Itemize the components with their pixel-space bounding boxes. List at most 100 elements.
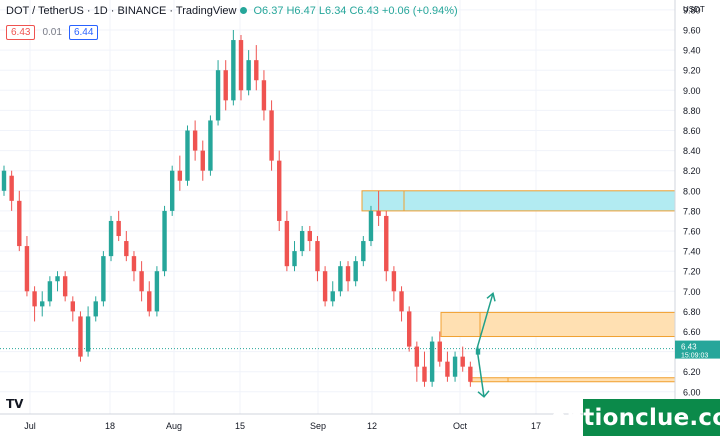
candle-body — [116, 220, 121, 237]
price-tick-label: 9.00 — [683, 86, 701, 96]
candle-body — [422, 366, 427, 382]
price-tick-label: 6.20 — [683, 367, 701, 377]
price-tick-label: 8.00 — [683, 186, 701, 196]
candle-body — [139, 271, 144, 292]
support-zone — [469, 377, 676, 383]
spread-value: 0.01 — [42, 26, 62, 38]
candle-body — [384, 215, 389, 272]
candle-body — [376, 210, 381, 216]
price-tick-label: 7.40 — [683, 247, 701, 257]
candle-body — [1, 170, 7, 191]
candle-body — [78, 316, 83, 357]
candle-body — [277, 160, 282, 221]
candle-body — [330, 291, 335, 302]
time-tick-label: Oct — [453, 421, 468, 431]
price-tick-label: 9.60 — [683, 26, 701, 36]
candle-body — [238, 40, 244, 91]
candle-body — [192, 130, 198, 151]
down-arrow-line — [476, 348, 485, 397]
buy-price-button[interactable]: 6.44 — [68, 24, 99, 40]
candle-body — [17, 200, 22, 247]
candle-body — [169, 170, 175, 211]
candle-body — [124, 241, 129, 257]
grid — [0, 0, 675, 414]
price-axis-bg — [675, 0, 720, 436]
candle-body — [32, 291, 37, 307]
candle-body — [322, 271, 328, 302]
candle-body — [452, 356, 458, 377]
candle-body — [445, 361, 450, 377]
candle-body — [62, 276, 68, 297]
chart-header: DOT / TetherUS · 1D · BINANCE · TradingV… — [6, 5, 458, 17]
candle-body — [437, 341, 442, 362]
down-arrow-head — [477, 390, 490, 398]
candle-body — [361, 241, 366, 262]
price-tick-label: 6.00 — [683, 387, 701, 397]
candle-body — [429, 341, 435, 382]
candle-body — [200, 150, 205, 171]
market-status-icon — [240, 7, 248, 14]
symbol-title[interactable]: DOT / TetherUS · 1D · BINANCE · TradingV… — [6, 5, 237, 17]
candle-body — [162, 210, 167, 272]
sell-price-button[interactable]: 6.43 — [6, 24, 36, 40]
candle-body — [154, 271, 160, 312]
candle-body — [85, 316, 91, 352]
candle-body — [93, 301, 98, 317]
candle-body — [299, 231, 305, 252]
price-tick-label: 9.20 — [683, 66, 701, 76]
candle-body — [246, 60, 251, 91]
target-zone — [440, 311, 676, 338]
price-tick-label: 6.80 — [683, 307, 701, 317]
time-tick-label: 15 — [235, 421, 245, 431]
time-tick-label: 18 — [105, 421, 115, 431]
candle-body — [391, 271, 397, 292]
candle-body — [460, 356, 465, 367]
candle-body — [368, 210, 374, 242]
candle-body — [269, 110, 274, 161]
time-axis[interactable]: Jul 18 Aug 15 Sep 12 Oct 17 — [0, 413, 675, 431]
projection-arrows — [476, 291, 496, 398]
last-price-label: 6.43 — [681, 343, 697, 352]
ohlc-values: O6.37 H6.47 L6.34 C6.43 +0.06 (+0.94%) — [253, 5, 458, 17]
tradingview-logo-icon[interactable]: 𝗧𝗩 — [6, 397, 24, 411]
price-tick-label: 7.20 — [683, 267, 701, 277]
candle-body — [24, 246, 30, 292]
support-resistance-zones — [361, 190, 676, 383]
candle-body — [47, 281, 53, 302]
price-tick-label: 7.80 — [683, 206, 701, 216]
candle-body — [131, 256, 137, 272]
price-tick-label: 8.60 — [683, 126, 701, 136]
price-axis[interactable]: 6.006.206.406.606.807.007.207.407.607.80… — [674, 0, 720, 436]
candle-body — [315, 241, 320, 272]
price-tick-label: 8.40 — [683, 146, 701, 156]
watermark-logo: optionclue.com — [551, 399, 720, 436]
candle-body — [101, 256, 106, 302]
candle-body — [231, 40, 236, 101]
countdown-label: 15:09:03 — [681, 353, 708, 360]
time-tick-label: 12 — [367, 421, 377, 431]
time-tick-label: Sep — [310, 421, 326, 431]
candle-body — [284, 220, 290, 267]
candle-body — [468, 366, 473, 382]
candle-body — [338, 266, 343, 292]
candle-body — [292, 251, 297, 267]
price-tick-label: 9.40 — [683, 46, 701, 56]
candle-body — [108, 220, 114, 257]
candle-body — [185, 130, 190, 181]
up-arrow-line — [476, 293, 494, 349]
up-arrow-head — [486, 291, 496, 302]
price-tick-label: 7.00 — [683, 287, 701, 297]
candle-body — [406, 311, 412, 347]
candle-body — [353, 261, 358, 282]
candle-body — [215, 70, 221, 121]
price-tick-label: 9.80 — [683, 5, 701, 15]
candle-body — [399, 291, 404, 312]
candle-body — [261, 80, 267, 111]
last-price-tag — [675, 340, 720, 359]
candles — [1, 30, 481, 387]
price-tick-label: 8.80 — [683, 106, 701, 116]
price-tick-label: 7.60 — [683, 227, 701, 237]
price-tick-label: 6.60 — [683, 327, 701, 337]
